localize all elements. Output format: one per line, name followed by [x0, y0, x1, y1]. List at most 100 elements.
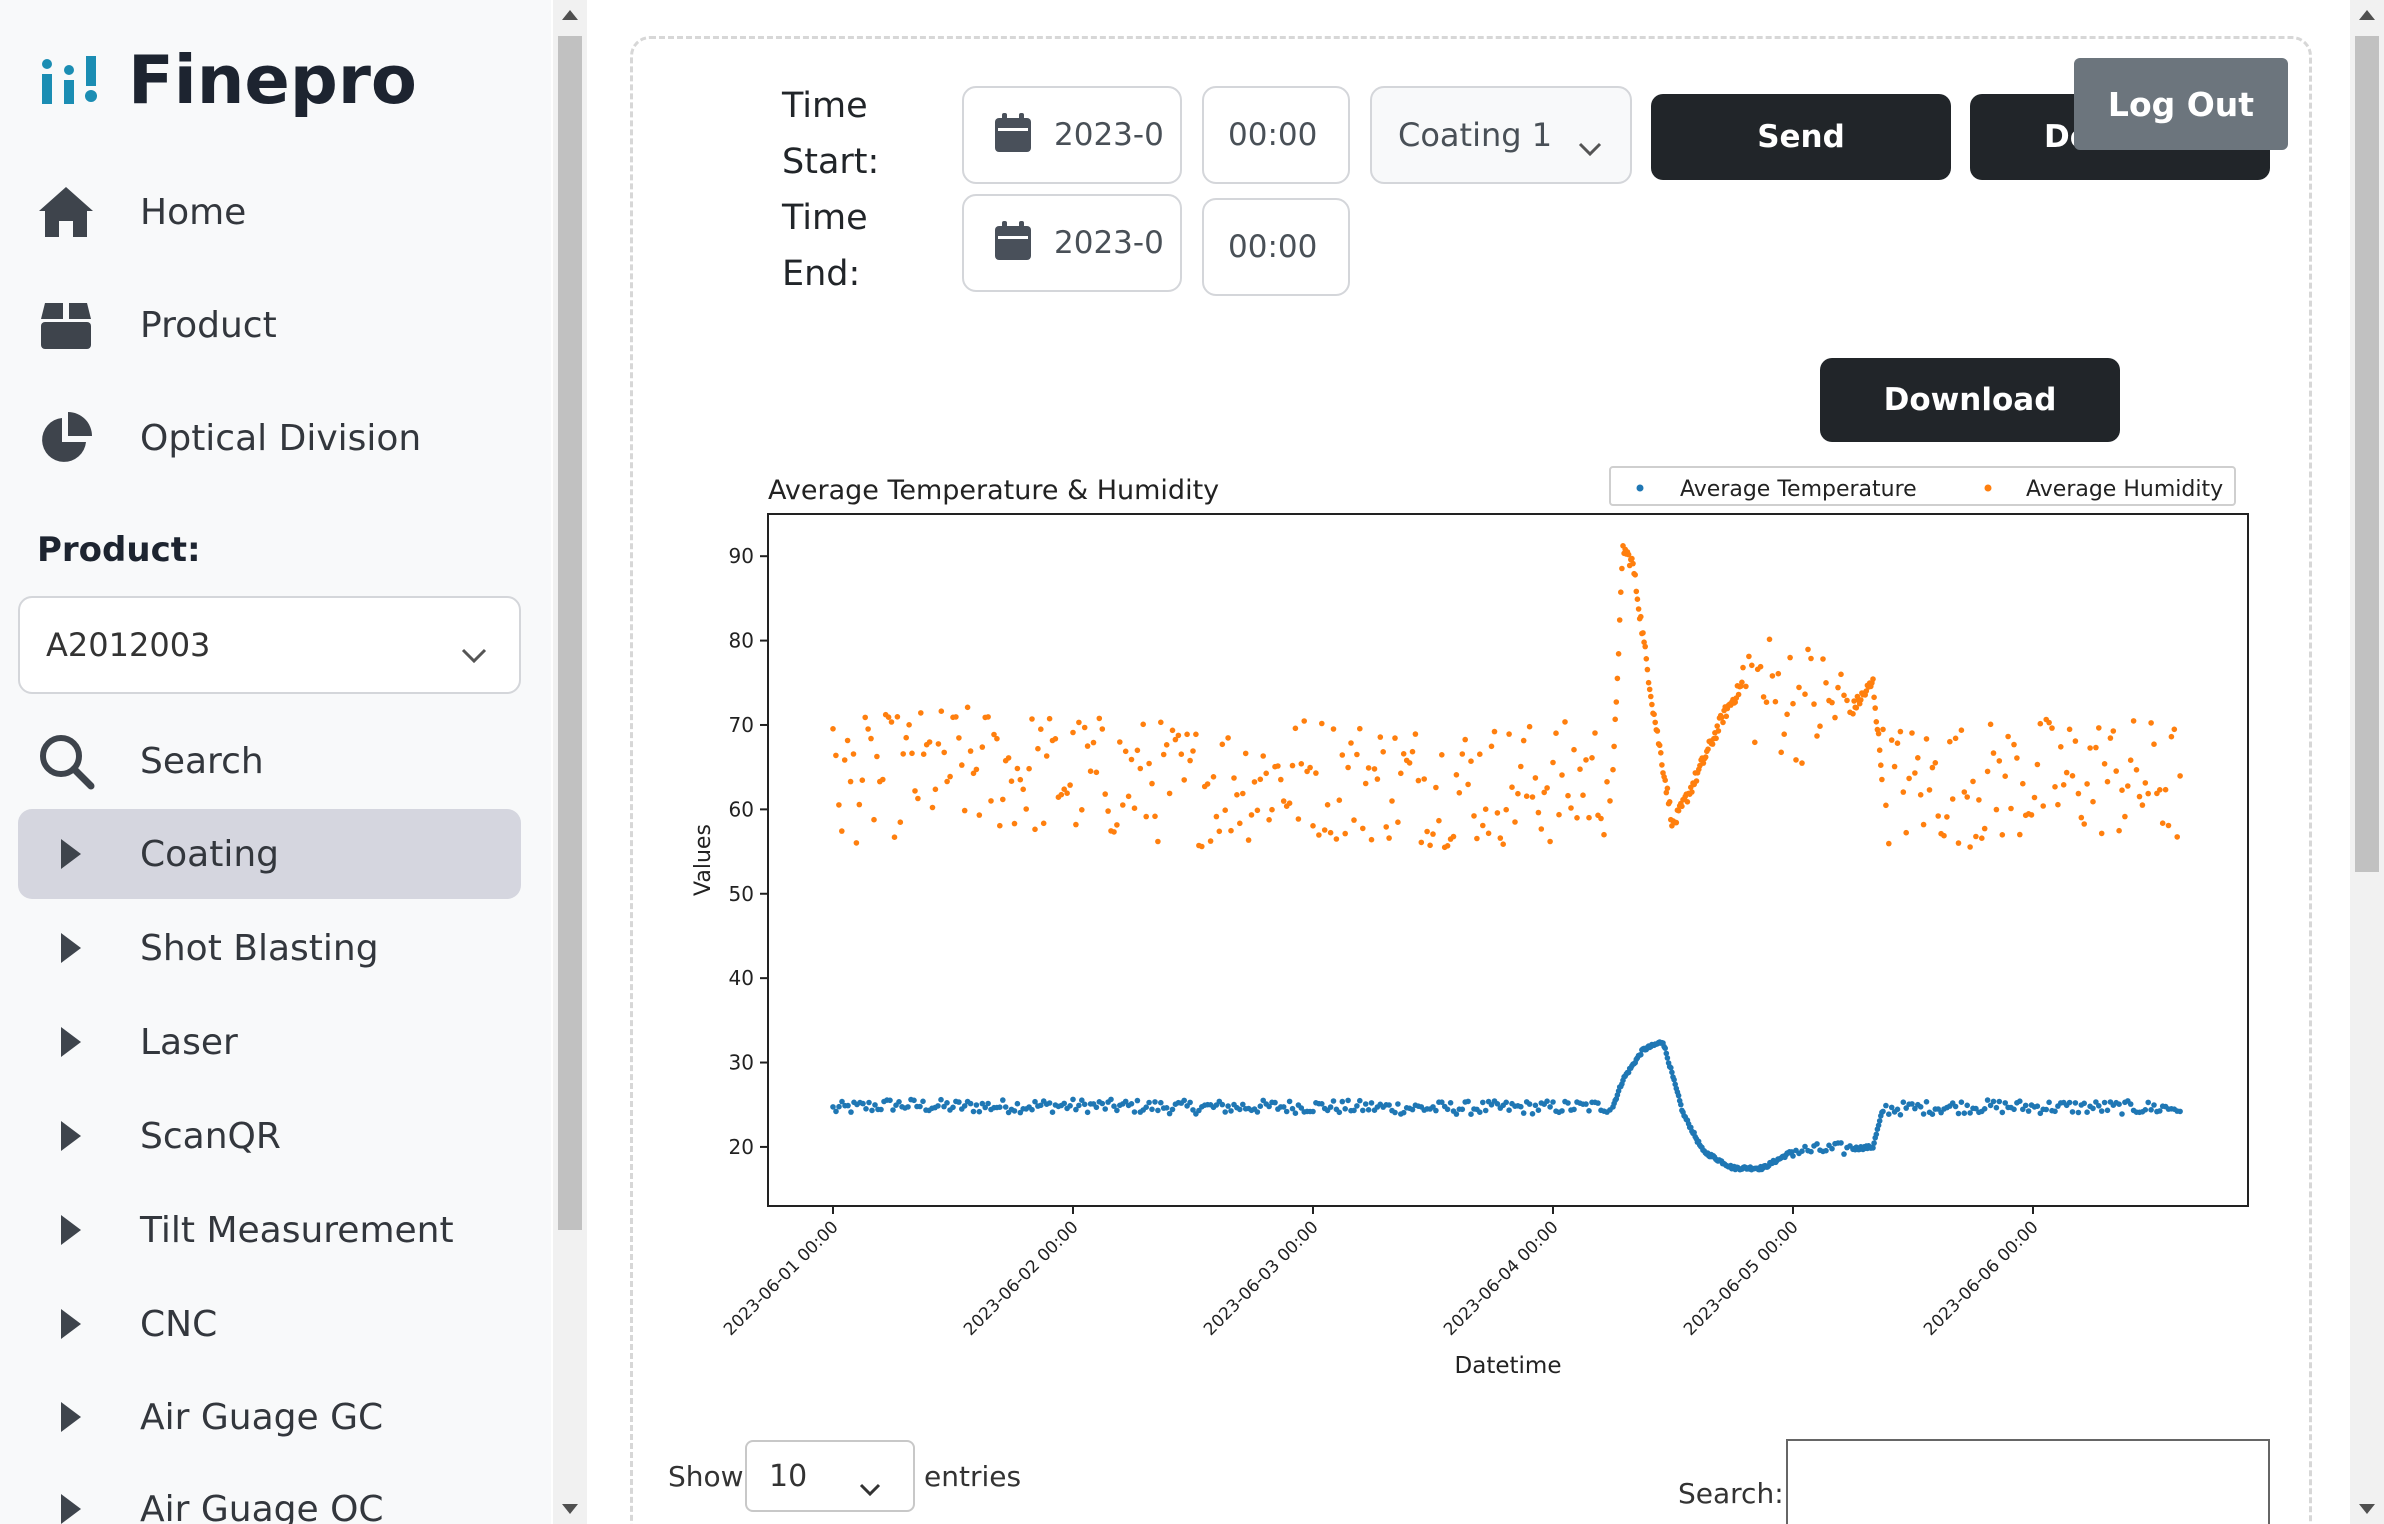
time-end-label-line2: End:	[782, 254, 861, 294]
temperature-point	[1559, 1108, 1565, 1114]
humidity-point	[1871, 694, 1877, 701]
machine-select[interactable]: Coating 1	[1370, 86, 1632, 184]
humidity-point	[932, 786, 939, 793]
temperature-point	[1222, 1109, 1228, 1115]
humidity-point	[1313, 770, 1319, 776]
end-time-input[interactable]: 00:00	[1202, 198, 1350, 296]
brand-logo[interactable]: Finepro	[40, 40, 417, 120]
logout-button[interactable]: Log Out	[2074, 58, 2288, 150]
humidity-point	[1421, 776, 1427, 782]
humidity-point	[1662, 777, 1668, 783]
humidity-point	[1120, 802, 1126, 808]
start-time-input[interactable]: 00:00	[1202, 86, 1350, 184]
humidity-point	[1651, 711, 1657, 718]
temperature-point	[2116, 1101, 2122, 1107]
temperature-point	[1802, 1143, 1808, 1150]
temperature-point	[938, 1096, 944, 1103]
scroll-down-arrow-icon[interactable]	[2359, 1504, 2375, 1514]
sidebar-item-air-guage-oc[interactable]: Air Guage OC	[18, 1464, 521, 1524]
sidebar-item-cnc[interactable]: CNC	[18, 1279, 521, 1369]
humidity-point	[1251, 779, 1258, 785]
temperature-point	[1894, 1106, 1901, 1113]
humidity-point	[2002, 773, 2008, 779]
sidebar-item-tilt-measurement[interactable]: Tilt Measurement	[18, 1185, 521, 1275]
sidebar-scrollbar[interactable]	[553, 0, 587, 1524]
table-search-input[interactable]	[1786, 1439, 2270, 1524]
humidity-point	[909, 750, 915, 757]
finepro-logo-icon	[40, 50, 98, 110]
temperature-point	[1494, 1101, 1501, 1107]
humidity-point	[1026, 765, 1032, 772]
humidity-point	[1961, 789, 1968, 795]
humidity-point	[2136, 793, 2143, 800]
temperature-point	[1187, 1099, 1193, 1106]
temperature-point	[1544, 1098, 1550, 1104]
send-button[interactable]: Send	[1651, 94, 1951, 180]
sidebar-item-scanqr[interactable]: ScanQR	[18, 1091, 521, 1181]
temperature-point	[1520, 1110, 1527, 1116]
sidebar-item-coating[interactable]: Coating	[18, 809, 521, 899]
temperature-point	[1532, 1102, 1539, 1109]
humidity-point	[1883, 802, 1889, 809]
main-scrollbar[interactable]	[2350, 0, 2384, 1524]
humidity-point	[1345, 764, 1351, 771]
temperature-point	[1017, 1109, 1024, 1116]
scroll-down-arrow-icon[interactable]	[562, 1504, 578, 1514]
temperature-point	[1583, 1101, 1589, 1107]
entries-select[interactable]: 10	[745, 1440, 915, 1512]
humidity-point	[1630, 560, 1636, 567]
humidity-point	[2157, 787, 2163, 793]
humidity-point	[1932, 760, 1939, 766]
humidity-point	[1675, 807, 1682, 814]
temperature-point	[1838, 1140, 1844, 1146]
temperature-point	[1219, 1101, 1226, 1108]
end-date-input[interactable]: 2023-0	[962, 194, 1182, 292]
humidity-point	[1520, 737, 1527, 744]
search-label: Search:	[1678, 1477, 1784, 1510]
humidity-point	[1850, 711, 1856, 717]
temperature-point	[1909, 1101, 1915, 1107]
start-date-input[interactable]: 2023-0	[962, 86, 1182, 184]
humidity-point	[862, 714, 868, 721]
temperature-point	[1225, 1103, 1231, 1109]
humidity-point	[1474, 835, 1480, 842]
download-button[interactable]: Download	[1820, 358, 2120, 442]
humidity-point	[1207, 838, 1214, 844]
sidebar-item-product[interactable]: Product	[18, 280, 521, 370]
temperature-point	[1550, 1099, 1556, 1105]
humidity-point	[1008, 778, 1015, 784]
temperature-point	[1529, 1111, 1536, 1117]
humidity-point	[897, 819, 904, 825]
temperature-point	[2017, 1098, 2023, 1104]
temperature-point	[1875, 1122, 1882, 1129]
sidebar-scrollbar-thumb[interactable]	[558, 36, 582, 1230]
temperature-point	[917, 1103, 923, 1110]
sidebar-item-optical-division[interactable]: Optical Division	[18, 393, 521, 483]
temperature-point	[1155, 1107, 1161, 1114]
scroll-up-arrow-icon[interactable]	[2359, 10, 2375, 20]
legend-marker-humidity	[1984, 484, 1992, 492]
brand-name: Finepro	[128, 41, 417, 119]
sidebar-item-search[interactable]: Search	[18, 716, 521, 806]
temperature-point	[1447, 1100, 1454, 1106]
sidebar-item-air-guage-gc[interactable]: Air Guage GC	[18, 1372, 521, 1462]
humidity-point	[880, 776, 886, 783]
sidebar-item-shot-blasting[interactable]: Shot Blasting	[18, 903, 521, 993]
sidebar-item-label: Laser	[140, 1021, 238, 1063]
sidebar-item-laser[interactable]: Laser	[18, 997, 521, 1087]
humidity-point	[1263, 770, 1269, 777]
humidity-point	[1784, 711, 1790, 718]
humidity-point	[1664, 785, 1671, 792]
humidity-point	[1987, 721, 1994, 728]
humidity-point	[1295, 816, 1302, 822]
humidity-point	[2063, 769, 2070, 776]
humidity-point	[1210, 774, 1217, 780]
sidebar-item-home[interactable]: Home	[18, 167, 521, 257]
humidity-point	[1433, 784, 1439, 791]
humidity-point	[2119, 787, 2125, 793]
scroll-up-arrow-icon[interactable]	[562, 10, 578, 20]
sidebar-item-label: Shot Blasting	[140, 927, 379, 969]
product-select[interactable]: A2012003	[18, 596, 521, 694]
main-scrollbar-thumb[interactable]	[2355, 36, 2379, 872]
temperature-point	[1883, 1102, 1889, 1109]
